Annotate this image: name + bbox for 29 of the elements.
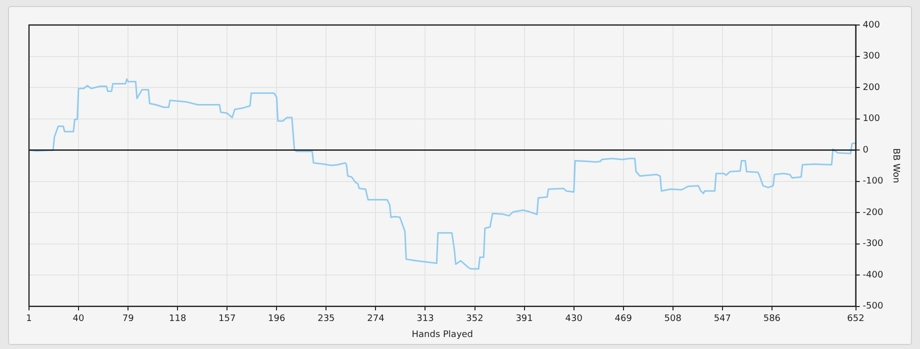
x-tick-label: 118 <box>168 314 186 324</box>
x-tick-label: 40 <box>72 314 85 324</box>
x-tick-label: 1 <box>26 314 32 324</box>
x-tick-label: 586 <box>763 314 781 324</box>
x-tick-label: 391 <box>516 314 533 324</box>
x-tick-label: 547 <box>714 314 732 324</box>
x-tick-label: 196 <box>268 314 286 324</box>
y-tick-label: -200 <box>862 208 884 218</box>
x-tick-label: 235 <box>318 314 335 324</box>
x-tick-label: 652 <box>847 314 864 324</box>
x-tick-label: 352 <box>466 314 484 324</box>
y-tick-label: -100 <box>862 176 884 187</box>
y-tick-label: -400 <box>862 270 884 280</box>
x-tick-label: 508 <box>664 314 682 324</box>
x-axis-title: Hands Played <box>412 330 474 340</box>
x-tick-label: 313 <box>416 314 434 324</box>
y-tick-label: 100 <box>862 114 880 124</box>
y-tick-label: 0 <box>862 145 869 156</box>
y-tick-label: 200 <box>862 82 880 93</box>
y-axis-title: BB Won <box>890 148 900 184</box>
x-tick-label: 157 <box>218 314 236 324</box>
x-tick-label: 274 <box>367 314 385 324</box>
x-tick-label: 469 <box>614 314 632 324</box>
y-tick-label: -300 <box>862 239 884 250</box>
x-tick-label: 430 <box>565 314 583 324</box>
y-tick-label: 400 <box>862 20 880 30</box>
x-tick-label: 79 <box>122 314 134 324</box>
y-tick-label: -500 <box>862 302 884 312</box>
y-tick-label: 300 <box>862 52 880 62</box>
